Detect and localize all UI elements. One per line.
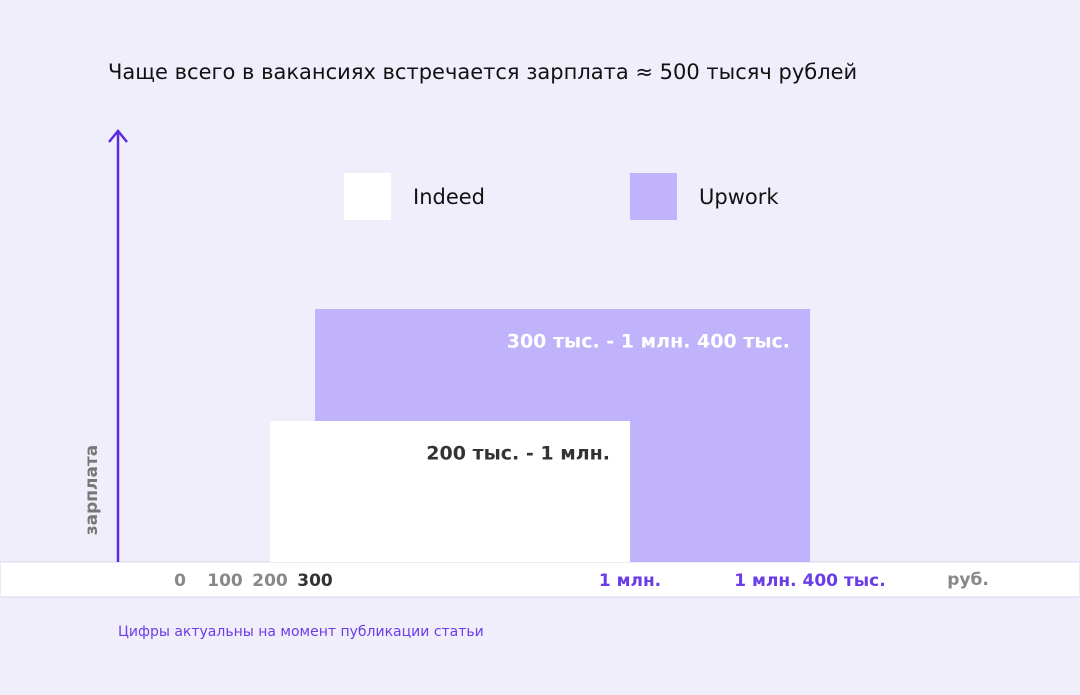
x-tick-label: 1 млн. 400 тыс. [734, 571, 885, 591]
y-axis-label: зарплата [82, 445, 102, 536]
legend-label: Indeed [413, 185, 485, 209]
x-tick-label: 200 [252, 571, 288, 591]
note: Цифры актуальны на момент публикации ста… [118, 624, 484, 640]
x-tick-label: 100 [207, 571, 243, 591]
legend-swatch [344, 173, 391, 220]
legend-swatch [630, 173, 677, 220]
range-bar [270, 421, 630, 562]
x-tick-label: 300 [297, 571, 333, 591]
x-tick-label: 0 [174, 571, 186, 591]
legend-label: Upwork [699, 185, 779, 209]
value-label: 200 тыс. - 1 млн. [426, 443, 610, 465]
axis-strip [0, 561, 1080, 598]
value-label: 300 тыс. - 1 млн. 400 тыс. [507, 331, 790, 353]
y-axis-arrow [108, 129, 128, 143]
chart-title: Чаще всего в вакансиях встречается зарпл… [108, 60, 857, 84]
x-unit: руб. [947, 570, 989, 590]
x-tick-label: 1 млн. [599, 571, 661, 591]
